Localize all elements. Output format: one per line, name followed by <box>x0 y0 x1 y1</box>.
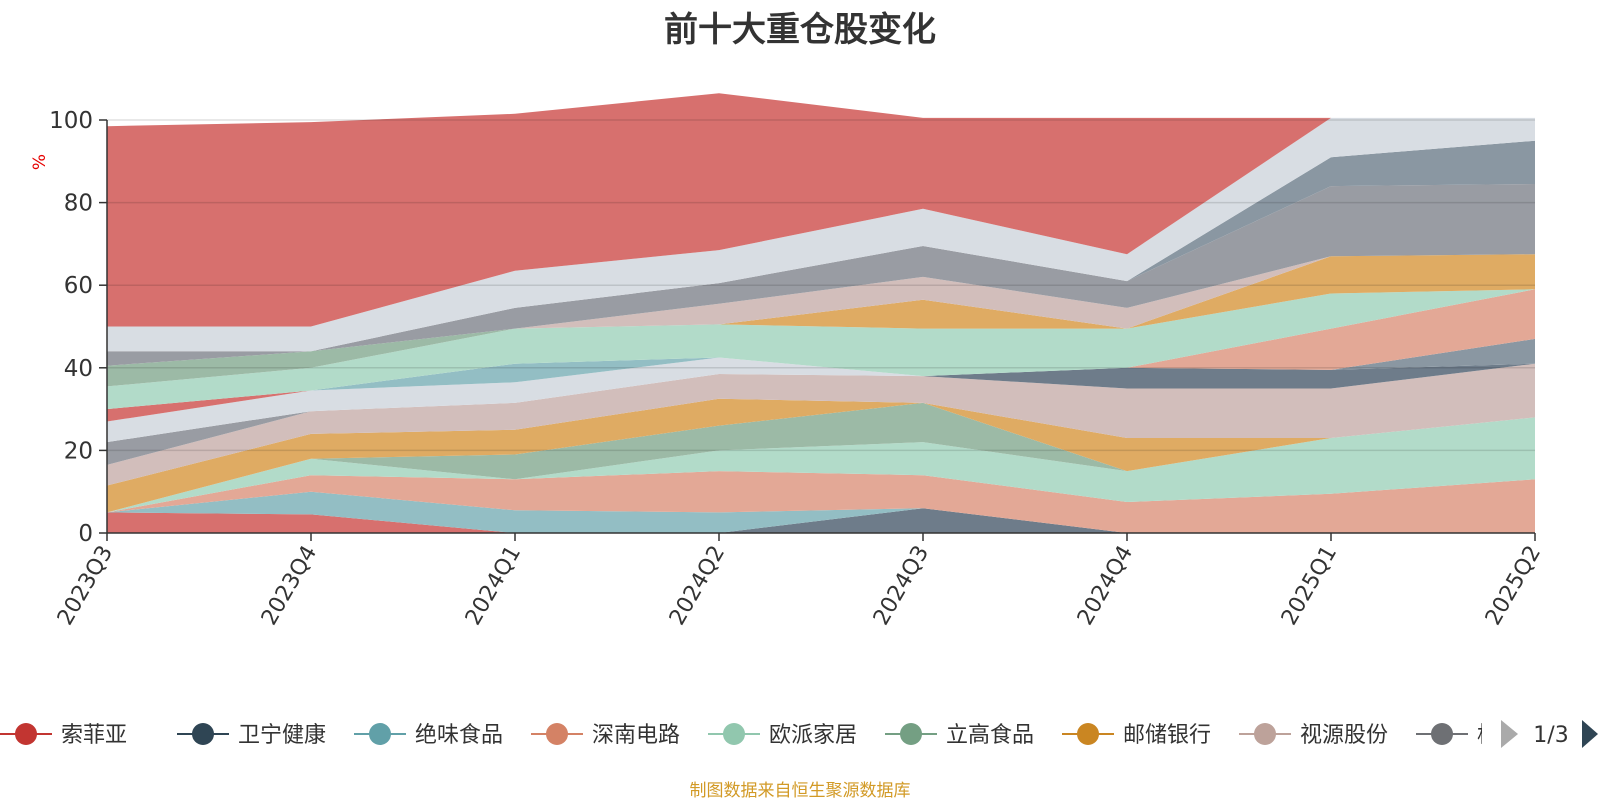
legend-label: 卫宁健康 <box>238 723 326 748</box>
area-band-18 <box>107 254 1535 366</box>
legend-label: 索菲亚 <box>61 723 127 748</box>
legend-item-3[interactable]: 深南电路 <box>531 723 680 748</box>
legend-item-4[interactable]: 欧派家居 <box>708 723 857 748</box>
legend-item-5[interactable]: 立高食品 <box>885 723 1034 748</box>
area-band-22 <box>107 93 1535 327</box>
area-band-17 <box>107 254 1535 366</box>
legend-label: 欧派家居 <box>769 723 857 748</box>
x-tick-label-2024Q1: 2024Q1 <box>461 542 526 630</box>
legend-item-0[interactable]: 索菲亚 <box>0 723 127 748</box>
legend-label: 绝味食品 <box>415 723 503 748</box>
area-band-2 <box>107 491 1535 533</box>
legend-label: 深南电路 <box>592 723 680 748</box>
y-tick-label-100: 100 <box>49 108 93 134</box>
area-band-0 <box>107 508 1535 533</box>
legend-marker-icon <box>1254 723 1276 745</box>
area-band-6 <box>107 398 1535 513</box>
x-tick-label-2025Q2: 2025Q2 <box>1481 542 1546 630</box>
legend-next-page-icon[interactable] <box>1582 720 1598 748</box>
area-band-20 <box>107 140 1535 352</box>
legend-marker-icon <box>15 723 37 745</box>
area-band-11 <box>107 357 1535 410</box>
legend-item-1[interactable]: 卫宁健康 <box>177 723 326 748</box>
area-layer <box>107 93 1535 533</box>
legend-marker-icon <box>900 723 922 745</box>
area-band-13 <box>107 289 1535 410</box>
y-tick-label-40: 40 <box>64 356 93 382</box>
legend-label: 视源股份 <box>1300 723 1388 748</box>
x-tick-label-2023Q3: 2023Q3 <box>53 542 118 630</box>
area-band-19 <box>107 184 1535 366</box>
legend-marker-icon <box>192 723 214 745</box>
legend-label: 立高食品 <box>946 723 1034 748</box>
area-band-7 <box>107 363 1535 486</box>
area-band-21 <box>107 117 1535 352</box>
legend-item-7[interactable]: 视源股份 <box>1239 723 1388 748</box>
legend-label: 邮储银行 <box>1123 723 1211 748</box>
legend-item-6[interactable]: 邮储银行 <box>1062 723 1211 748</box>
y-tick-label-80: 80 <box>64 191 93 217</box>
legend-item-2[interactable]: 绝味食品 <box>354 723 503 748</box>
y-tick-label-0: 0 <box>78 521 93 547</box>
legend-prev-page-icon[interactable] <box>1501 720 1518 748</box>
area-band-15 <box>107 289 1535 410</box>
legend-marker-icon <box>369 723 391 745</box>
legend[interactable]: 索菲亚卫宁健康绝味食品深南电路欧派家居立高食品邮储银行视源股份格力1/3 <box>0 706 1600 762</box>
y-tick-label-20: 20 <box>64 438 93 464</box>
legend-marker-icon <box>1077 723 1099 745</box>
x-tick-label-2024Q3: 2024Q3 <box>869 542 934 630</box>
legend-marker-icon <box>546 723 568 745</box>
x-tick-label-2025Q1: 2025Q1 <box>1277 542 1342 630</box>
x-tick-label-2024Q4: 2024Q4 <box>1073 542 1138 630</box>
area-band-3 <box>107 471 1535 533</box>
area-band-9 <box>107 357 1535 443</box>
x-tick-label-2024Q2: 2024Q2 <box>665 542 730 630</box>
footer-source: 制图数据来自恒生聚源数据库 <box>689 781 911 801</box>
legend-marker-icon <box>723 723 745 745</box>
y-axis-label: % <box>30 154 50 170</box>
area-band-5 <box>107 402 1535 513</box>
x-tick-label-2023Q4: 2023Q4 <box>257 542 322 630</box>
legend-marker-icon <box>1431 723 1453 745</box>
area-band-4 <box>107 417 1535 513</box>
area-band-1 <box>107 508 1535 533</box>
chart-title: 前十大重仓股变化 <box>664 10 936 50</box>
y-tick-label-60: 60 <box>64 273 93 299</box>
legend-page-indicator: 1/3 <box>1533 723 1568 748</box>
grid-layer <box>107 119 1535 452</box>
area-band-14 <box>107 289 1535 410</box>
